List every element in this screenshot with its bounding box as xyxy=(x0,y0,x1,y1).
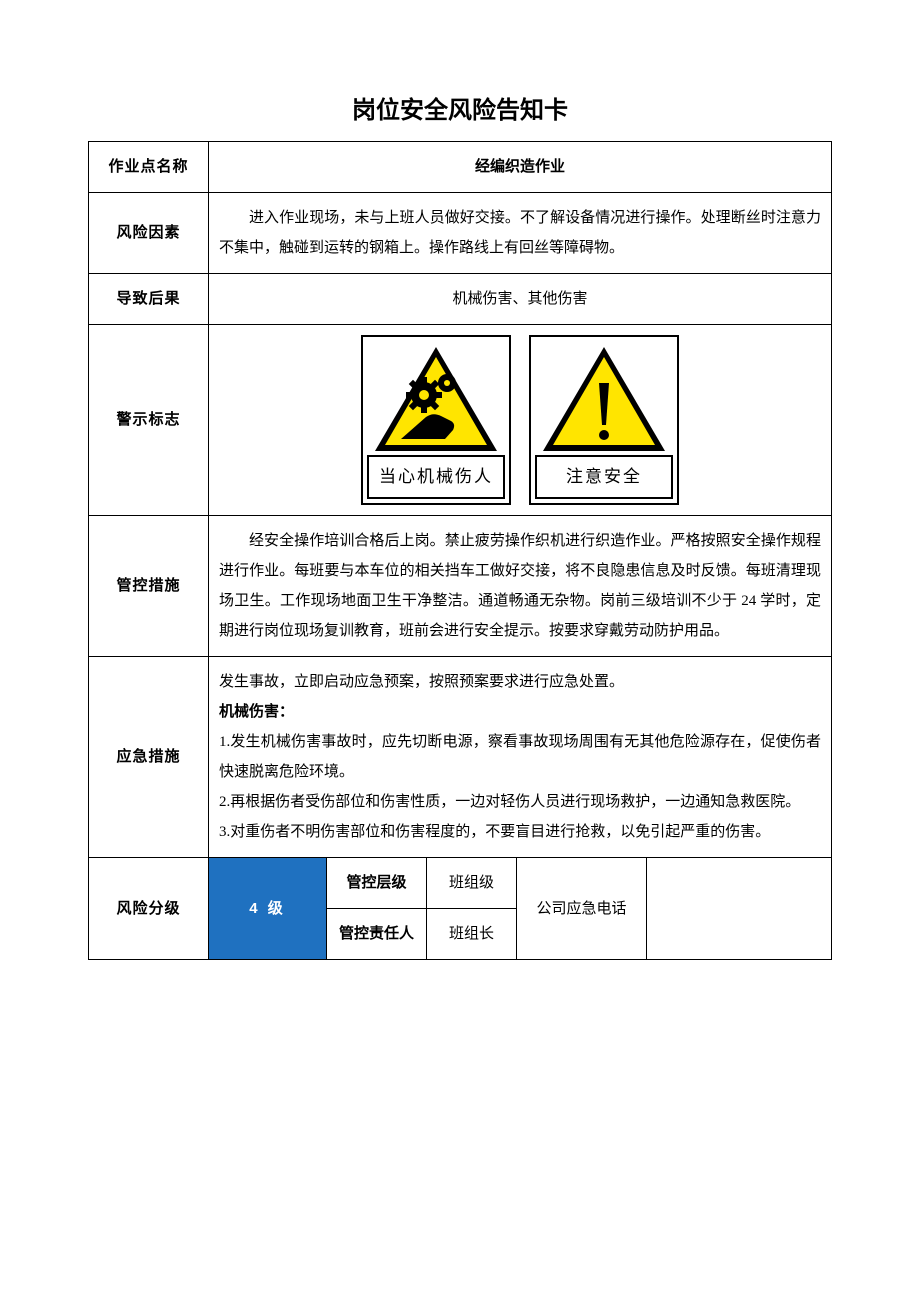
label-work-point: 作业点名称 xyxy=(89,142,209,193)
value-warning-signs: 当心机械伤人 注意安全 xyxy=(209,325,832,516)
risk-card-table: 作业点名称 经编织造作业 风险因素 进入作业现场，未与上班人员做好交接。不了解设… xyxy=(88,141,832,960)
value-risk-factors: 进入作业现场，未与上班人员做好交接。不了解设备情况进行操作。处理断丝时注意力不集… xyxy=(209,193,832,274)
emergency-item-2: 2.再根据伤者受伤部位和伤害性质，一边对轻伤人员进行现场救护，一边通知急救医院。 xyxy=(219,787,821,817)
mechanical-injury-icon xyxy=(371,343,501,455)
caution-icon xyxy=(539,343,669,455)
row-consequence: 导致后果 机械伤害、其他伤害 xyxy=(89,274,832,325)
row-warning-signs: 警示标志 xyxy=(89,325,832,516)
warning-sign-caution: 注意安全 xyxy=(529,335,679,505)
label-control-level: 管控层级 xyxy=(327,858,427,909)
value-work-point: 经编织造作业 xyxy=(209,142,832,193)
label-warning-signs: 警示标志 xyxy=(89,325,209,516)
label-consequence: 导致后果 xyxy=(89,274,209,325)
label-risk-grade: 风险分级 xyxy=(89,858,209,960)
label-risk-factors: 风险因素 xyxy=(89,193,209,274)
row-emergency: 应急措施 发生事故，立即启动应急预案，按照预案要求进行应急处置。 机械伤害： 1… xyxy=(89,657,832,858)
value-emergency: 发生事故，立即启动应急预案，按照预案要求进行应急处置。 机械伤害： 1.发生机械… xyxy=(209,657,832,858)
emergency-subtitle: 机械伤害： xyxy=(219,697,821,727)
signs-container: 当心机械伤人 注意安全 xyxy=(361,335,679,505)
value-control-person: 班组长 xyxy=(427,909,517,960)
value-control-measures: 经安全操作培训合格后上岗。禁止疲劳操作织机进行织造作业。严格按照安全操作规程进行… xyxy=(209,516,832,657)
page: 岗位安全风险告知卡 作业点名称 经编织造作业 风险因素 进入作业现场，未与上班人… xyxy=(0,0,920,1000)
label-control-person: 管控责任人 xyxy=(327,909,427,960)
sign-caption-caution: 注意安全 xyxy=(535,455,673,499)
warning-sign-mechanical: 当心机械伤人 xyxy=(361,335,511,505)
value-consequence: 机械伤害、其他伤害 xyxy=(209,274,832,325)
value-control-level: 班组级 xyxy=(427,858,517,909)
row-work-point: 作业点名称 经编织造作业 xyxy=(89,142,832,193)
emergency-item-3: 3.对重伤者不明伤害部位和伤害程度的，不要盲目进行抢救，以免引起严重的伤害。 xyxy=(219,817,821,847)
emergency-item-1: 1.发生机械伤害事故时，应先切断电源，察看事故现场周围有无其他危险源存在，促使伤… xyxy=(219,727,821,787)
label-emergency: 应急措施 xyxy=(89,657,209,858)
risk-level-value: 4 级 xyxy=(209,858,327,960)
row-risk-grade-1: 风险分级 4 级 管控层级 班组级 公司应急电话 xyxy=(89,858,832,909)
page-title: 岗位安全风险告知卡 xyxy=(88,90,832,125)
label-control-measures: 管控措施 xyxy=(89,516,209,657)
sign-caption-mechanical: 当心机械伤人 xyxy=(367,455,505,499)
row-risk-factors: 风险因素 进入作业现场，未与上班人员做好交接。不了解设备情况进行操作。处理断丝时… xyxy=(89,193,832,274)
value-company-phone xyxy=(647,858,832,960)
emergency-intro: 发生事故，立即启动应急预案，按照预案要求进行应急处置。 xyxy=(219,667,821,697)
row-control-measures: 管控措施 经安全操作培训合格后上岗。禁止疲劳操作织机进行织造作业。严格按照安全操… xyxy=(89,516,832,657)
label-company-phone: 公司应急电话 xyxy=(517,858,647,960)
